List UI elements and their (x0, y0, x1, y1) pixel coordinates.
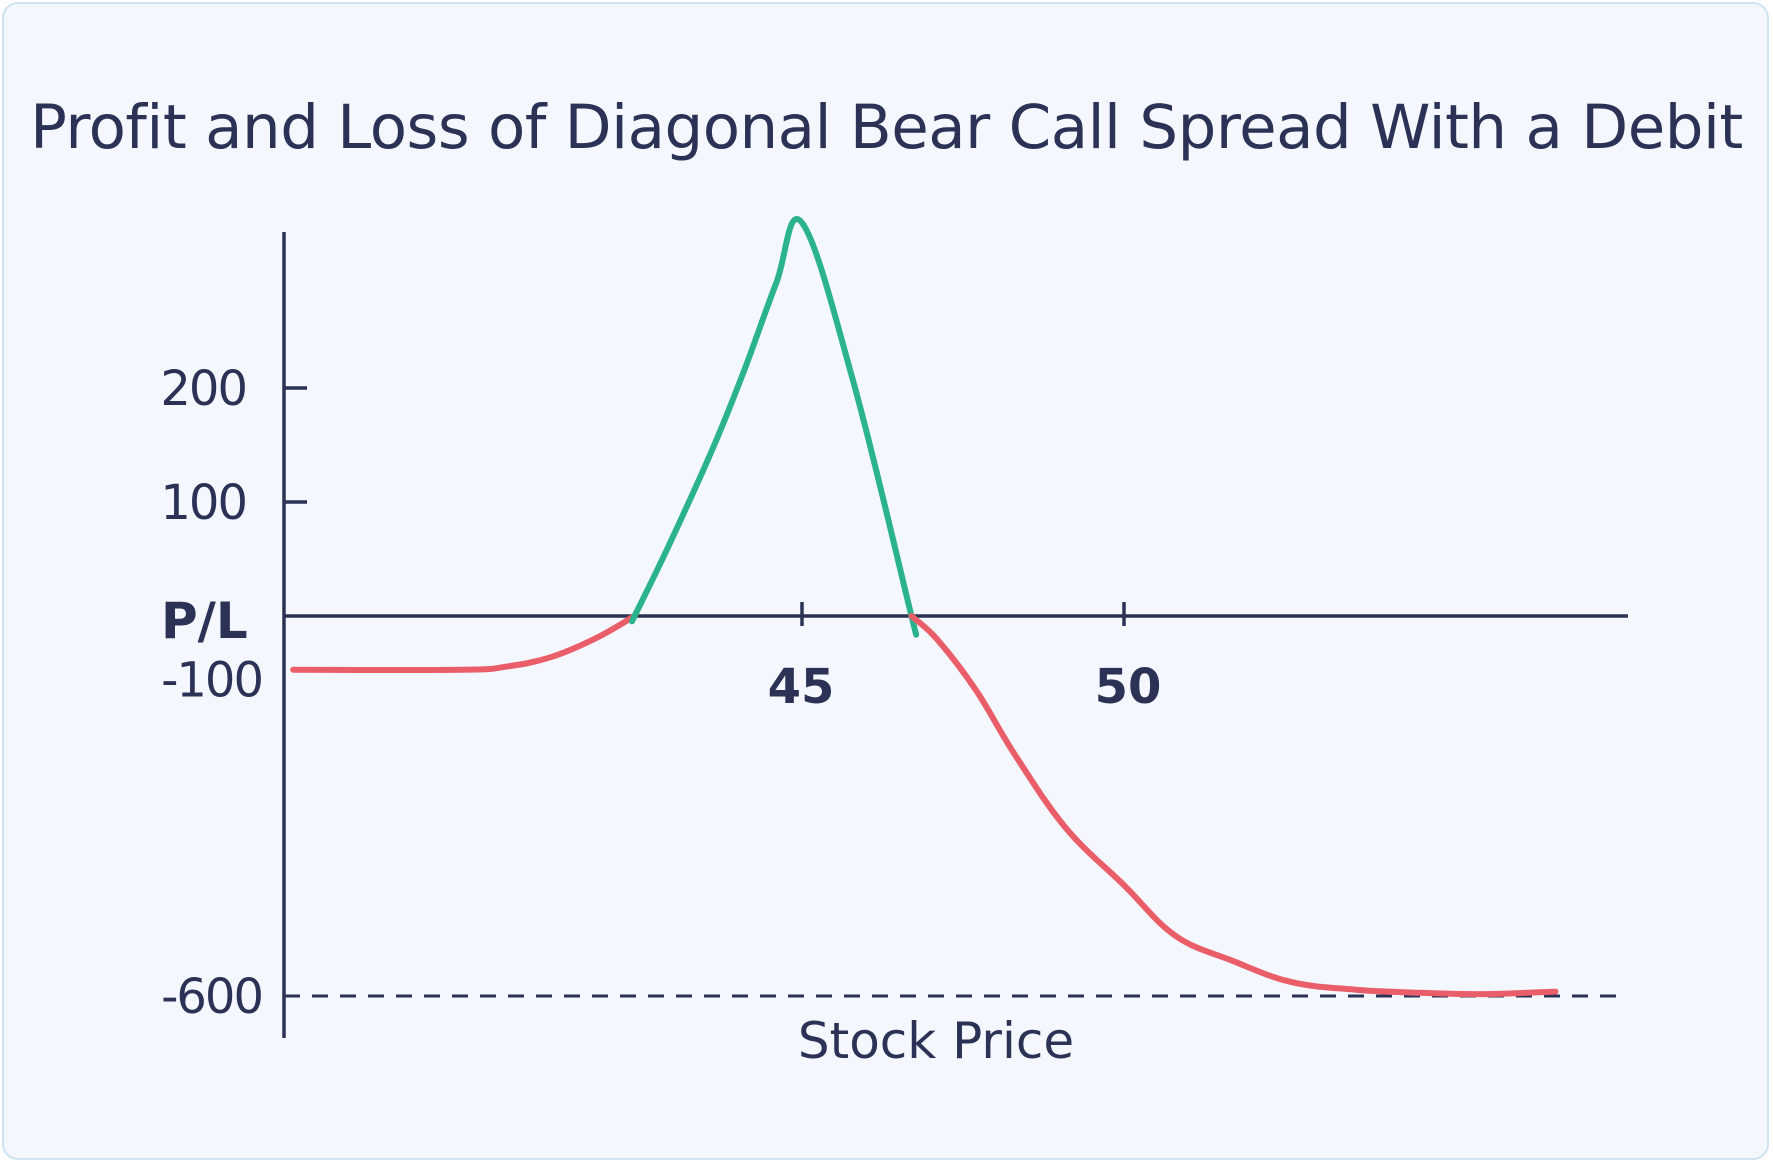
pl-curve-profit-segment (629, 216, 920, 638)
x-tick-label: 50 (1095, 659, 1162, 715)
chart-title: Profit and Loss of Diagonal Bear Call Sp… (30, 92, 1743, 163)
pl-curve-loss-segment (290, 613, 638, 674)
y-axis-label: P/L (161, 592, 248, 650)
y-tick-label: 100 (160, 475, 246, 531)
x-axis-label: Stock Price (798, 1012, 1074, 1070)
x-tick-label: 45 (768, 659, 835, 715)
y-tick-label: -100 (161, 652, 262, 708)
pl-curve-loss-segment (908, 613, 1559, 998)
y-tick-label: 200 (160, 361, 246, 417)
y-tick-label: -600 (161, 969, 262, 1025)
